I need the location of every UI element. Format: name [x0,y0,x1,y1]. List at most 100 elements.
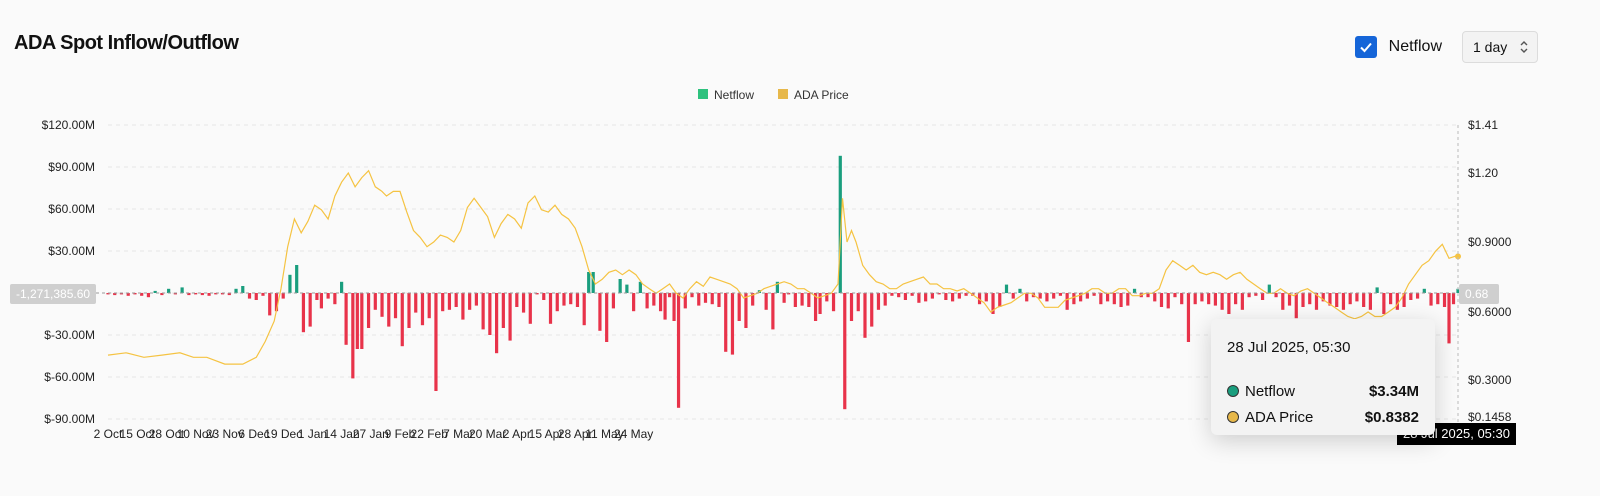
netflow-bar [856,293,860,312]
x-tick-label: 6 Dec [238,427,269,441]
netflow-bar [441,293,445,312]
netflow-bar [883,293,887,306]
netflow-bar [427,293,431,319]
netflow-bar [400,293,404,347]
crosshair-y-value-badge: -1,271,385.60 [10,284,97,304]
netflow-bar [717,293,721,307]
netflow-bar [1186,293,1191,342]
netflow-bar [1207,293,1211,305]
x-tick-label: 27 Jan [353,427,389,441]
netflow-bar [344,293,348,345]
netflow-bar [333,293,337,305]
netflow-bar [234,288,238,293]
netflow-bar [1447,293,1451,344]
y-right-tick-label: $0.1458 [1468,410,1512,424]
netflow-bar [730,293,735,355]
netflow-checkbox[interactable] [1354,36,1377,58]
netflow-bar [1395,293,1399,310]
netflow-bar [1456,288,1460,293]
netflow-bar [528,293,532,324]
left-axis-ticks: $120.00M $90.00M $60.00M $30.00M $-30.00M $-6… [42,118,95,426]
y-right-tick-label: $0.9000 [1468,235,1512,249]
netflow-bar [818,293,822,314]
netflow-bar [393,293,398,319]
netflow-bar [1409,293,1413,300]
tooltip-row-price: ADA Price $0.8382 [1227,404,1419,430]
netflow-bar [645,293,649,309]
netflow-bar [319,293,323,309]
netflow-bar [1018,288,1022,293]
netflow-bar [1025,293,1029,302]
x-tick-label: 7 Mar [443,427,474,441]
netflow-bar [1389,293,1393,305]
netflow-bar [1193,293,1197,305]
netflow-bar [407,293,411,328]
x-tick-label: 28 Apr [558,427,593,441]
netflow-bar [474,293,478,306]
x-tick-label: 19 Dec [264,427,302,441]
x-tick-label: 15 Oct [120,427,156,441]
netflow-bar [461,293,465,320]
netflow-bar [1254,293,1258,296]
y-left-tick-label: $-60.00M [44,370,95,384]
legend-swatch [698,89,708,99]
netflow-bar [274,293,279,312]
netflow-bar [140,293,144,296]
netflow-checkbox-label[interactable]: Netflow [1388,38,1442,55]
netflow-bar [119,293,124,295]
netflow-bar [838,155,842,293]
netflow-bar [501,293,505,328]
netflow-bar [676,293,681,408]
netflow-bar [548,293,553,324]
netflow-bar [1126,293,1130,306]
crosshair [60,125,1459,430]
right-axis-ticks: $1.41 $1.20 $0.9000 $0.6000 $0.3000 $0.1458 [1468,118,1512,424]
tooltip-netflow-label: Netflow [1245,382,1296,400]
netflow-bar [782,293,786,303]
netflow-bar [340,281,344,293]
netflow-bar [414,293,418,313]
netflow-bar [843,293,847,410]
netflow-bar [133,293,137,295]
netflow-bar [903,293,908,300]
netflow-bar [126,293,130,296]
netflow-bar [917,293,921,303]
netflow-bar [1328,293,1332,306]
netflow-bar [1402,293,1406,307]
netflow-bar [937,293,941,295]
tooltip-row-netflow: Netflow $3.34M [1227,378,1419,404]
interval-select[interactable]: 1 day [1462,31,1538,63]
netflow-bar [977,293,982,305]
netflow-bar [663,293,667,320]
netflow-bar [1038,293,1042,299]
netflow-bar [984,293,988,302]
x-tick-label: 20 Mar [469,427,506,441]
netflow-bar [744,293,748,328]
x-tick-label: 11 May [585,427,623,441]
netflow-bar [542,293,546,300]
netflow-bar [1180,293,1184,305]
netflow-bar [1079,293,1083,302]
netflow-bar [288,274,292,293]
netflow-bar [930,293,934,299]
netflow-bar [315,293,319,300]
netflow-bar [454,293,458,307]
netflow-bar [890,293,894,296]
netflow-bar [1415,293,1420,299]
netflow-bars [106,155,1460,410]
netflow-bar [652,293,656,306]
y-right-tick-label: $1.41 [1468,118,1498,132]
netflow-bar [1274,293,1278,298]
netflow-bar [582,293,586,326]
netflow-bar [598,293,602,331]
netflow-bar [1146,293,1150,298]
netflow-bar [366,293,371,328]
chart-controls: Netflow 1 day [1354,31,1538,63]
price-line-group [107,169,1461,365]
netflow-bar [420,293,425,326]
x-tick-label: 1 Jan [298,427,327,441]
tooltip-netflow-value: $3.34M [1368,382,1419,400]
netflow-bar [227,293,231,296]
